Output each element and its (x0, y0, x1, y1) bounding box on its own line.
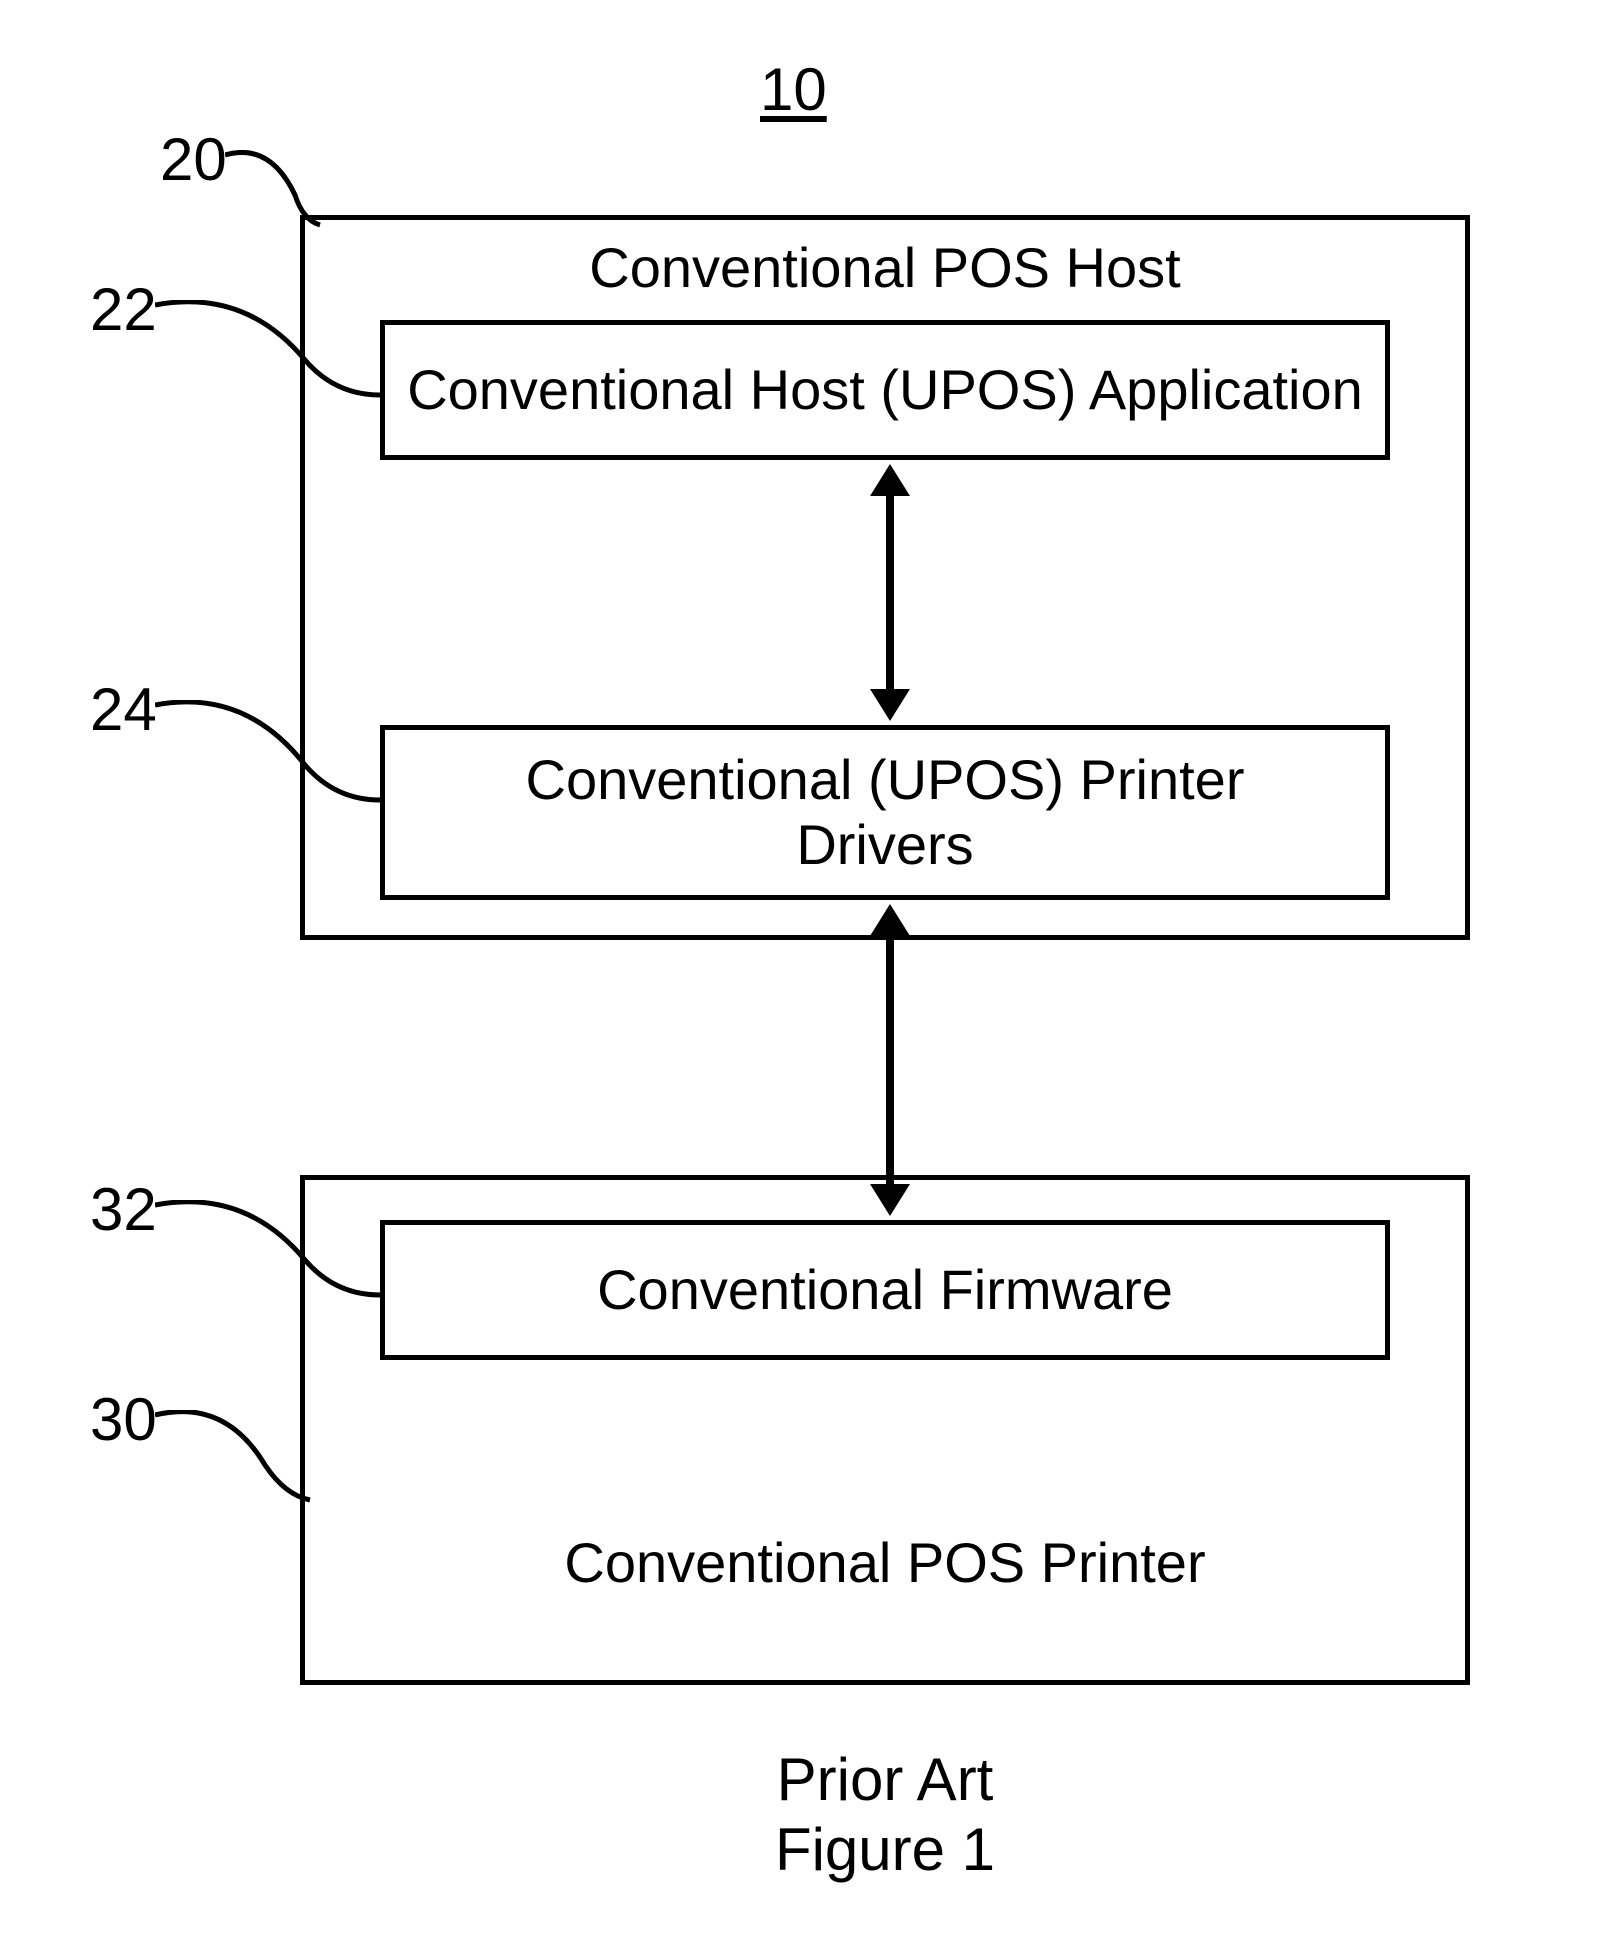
caption-prior-art: Prior Art (300, 1745, 1470, 1814)
lead-32 (155, 1200, 395, 1320)
lead-24 (155, 700, 395, 820)
app-box: Conventional Host (UPOS) Application (380, 320, 1390, 460)
app-box-title: Conventional Host (UPOS) Application (385, 325, 1385, 455)
ref-30: 30 (90, 1385, 157, 1454)
firmware-box-title: Conventional Firmware (385, 1225, 1385, 1355)
lead-30 (155, 1410, 335, 1520)
caption-figure-1: Figure 1 (300, 1815, 1470, 1884)
arrow-drivers-firmware (870, 904, 910, 1216)
drivers-box-title-line1: Conventional (UPOS) Printer (526, 748, 1245, 812)
ref-24: 24 (90, 675, 157, 744)
drivers-box-title-line2: Drivers (796, 813, 973, 877)
lead-20 (225, 150, 345, 250)
ref-20: 20 (160, 125, 227, 194)
printer-box-title: Conventional POS Printer (300, 1530, 1470, 1595)
figure-title-number: 10 (760, 55, 827, 124)
arrow-app-drivers (870, 464, 910, 721)
host-box-title: Conventional POS Host (300, 235, 1470, 300)
drivers-box-title: Conventional (UPOS) Printer Drivers (385, 730, 1385, 895)
lead-22 (155, 300, 395, 420)
figure-canvas: 10 Conventional POS Host Conventional Ho… (0, 0, 1597, 1937)
ref-32: 32 (90, 1175, 157, 1244)
drivers-box: Conventional (UPOS) Printer Drivers (380, 725, 1390, 900)
ref-22: 22 (90, 275, 157, 344)
firmware-box: Conventional Firmware (380, 1220, 1390, 1360)
